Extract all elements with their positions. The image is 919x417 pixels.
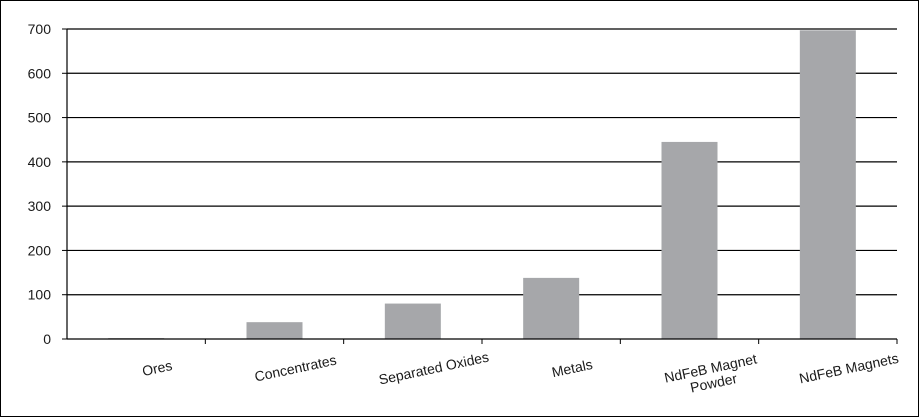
y-tick-label: 600 (28, 65, 52, 81)
x-category-label: Metals (550, 356, 594, 380)
bar-5 (799, 30, 856, 339)
y-tick-label: 200 (28, 242, 52, 258)
bar-2 (384, 303, 441, 339)
x-category-label: Separated Oxides (377, 349, 490, 388)
gridlines (67, 28, 897, 296)
x-axis-category-labels: Ores Concentrates Separated Oxides Metals Nd… (141, 349, 900, 400)
y-tick-label: 400 (28, 154, 52, 170)
y-tick-label: 300 (28, 198, 52, 214)
bar-1 (246, 322, 303, 339)
x-category-label-line: Concentrates (253, 352, 338, 385)
bars (108, 30, 856, 339)
x-category-label-line: Separated Oxides (377, 349, 490, 388)
x-category-label: Concentrates (253, 352, 338, 385)
y-tick-label: 700 (28, 21, 52, 37)
x-category-label-line: Ores (141, 357, 174, 379)
y-tick-label: 0 (43, 331, 51, 347)
x-category-label: NdFeB MagnetPowder (663, 350, 762, 400)
x-category-label: NdFeB Magnets (798, 350, 900, 387)
x-category-label: Ores (141, 357, 174, 379)
bar-4 (661, 141, 718, 339)
bar-3 (523, 277, 580, 339)
y-tick-label: 500 (28, 110, 52, 126)
axes (62, 28, 898, 344)
x-category-label-line: NdFeB Magnets (798, 350, 900, 387)
y-axis-tick-labels: 0 100 200 300 400 500 600 700 (28, 21, 52, 347)
y-tick-label: 100 (28, 287, 52, 303)
x-category-label-line: Metals (550, 356, 594, 380)
